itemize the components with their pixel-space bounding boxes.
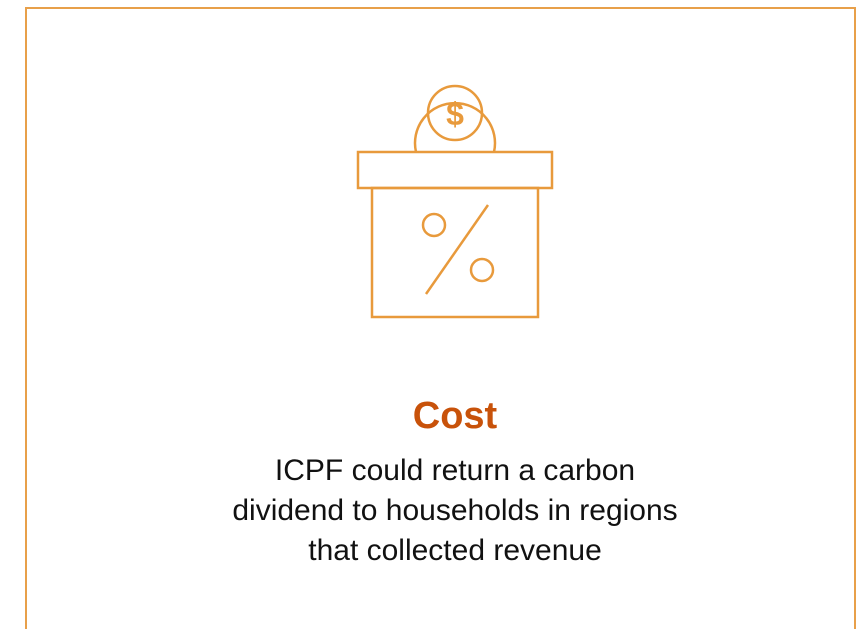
icon [356, 84, 554, 319]
percent-slash [424, 204, 490, 295]
coin-inner [426, 84, 484, 142]
box-lid [356, 150, 554, 190]
coin-symbol: $ [446, 96, 464, 132]
box-body [370, 186, 540, 319]
body-line: ICPF could return a carbon [275, 454, 635, 487]
percent-dot [469, 257, 495, 283]
percent-dot [421, 212, 447, 238]
body-line: dividend to households in regions [232, 494, 677, 527]
body-line: that collected revenue [308, 534, 602, 567]
card-border [25, 7, 856, 629]
card-title: Cost [413, 395, 498, 437]
coin-outer [413, 101, 497, 153]
